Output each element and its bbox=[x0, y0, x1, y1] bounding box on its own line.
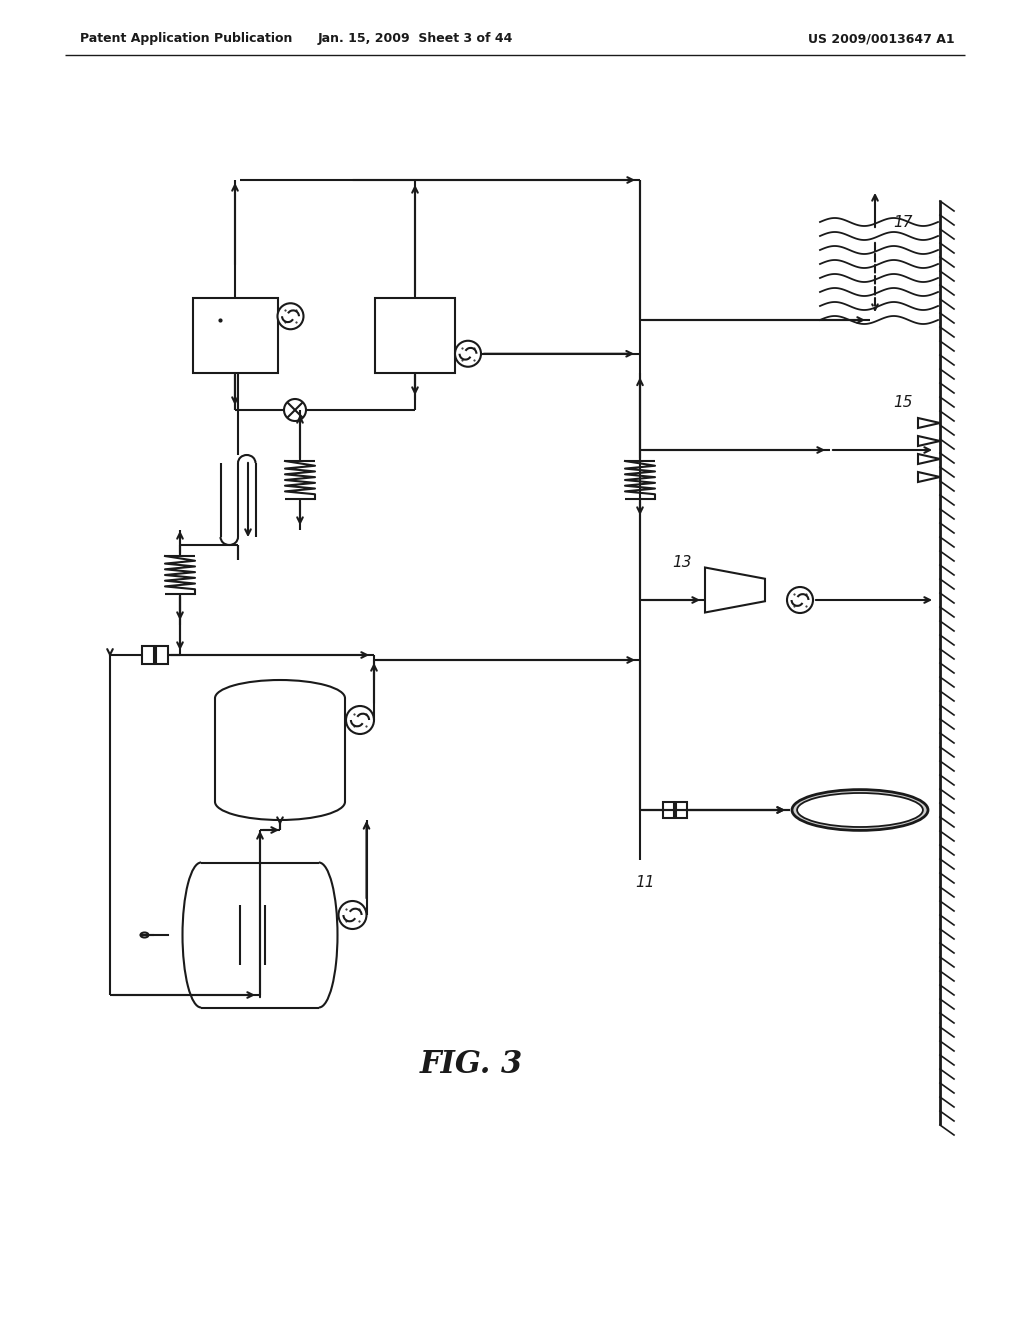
Bar bbox=[375, 297, 455, 372]
Ellipse shape bbox=[140, 932, 148, 937]
Circle shape bbox=[284, 399, 306, 421]
Ellipse shape bbox=[792, 789, 928, 830]
Text: Patent Application Publication: Patent Application Publication bbox=[80, 32, 293, 45]
Polygon shape bbox=[705, 568, 765, 612]
Polygon shape bbox=[918, 473, 940, 482]
Text: 11: 11 bbox=[635, 875, 654, 890]
Text: Jan. 15, 2009  Sheet 3 of 44: Jan. 15, 2009 Sheet 3 of 44 bbox=[317, 32, 513, 45]
Circle shape bbox=[455, 341, 481, 367]
Text: 17: 17 bbox=[893, 215, 912, 230]
Bar bbox=[156, 645, 168, 664]
Circle shape bbox=[278, 304, 303, 329]
Bar bbox=[200, 862, 319, 1007]
Text: 13: 13 bbox=[672, 554, 691, 570]
Text: 15: 15 bbox=[893, 395, 912, 411]
Polygon shape bbox=[918, 418, 940, 428]
Bar bbox=[663, 803, 674, 818]
Bar bbox=[193, 297, 278, 372]
Polygon shape bbox=[918, 436, 940, 446]
Bar bbox=[215, 697, 345, 803]
Bar bbox=[676, 803, 687, 818]
Bar bbox=[142, 645, 154, 664]
Circle shape bbox=[339, 902, 367, 929]
Ellipse shape bbox=[797, 793, 923, 828]
Circle shape bbox=[346, 706, 374, 734]
Text: US 2009/0013647 A1: US 2009/0013647 A1 bbox=[808, 32, 955, 45]
Circle shape bbox=[787, 587, 813, 612]
Polygon shape bbox=[918, 454, 940, 465]
Text: FIG. 3: FIG. 3 bbox=[420, 1049, 523, 1080]
